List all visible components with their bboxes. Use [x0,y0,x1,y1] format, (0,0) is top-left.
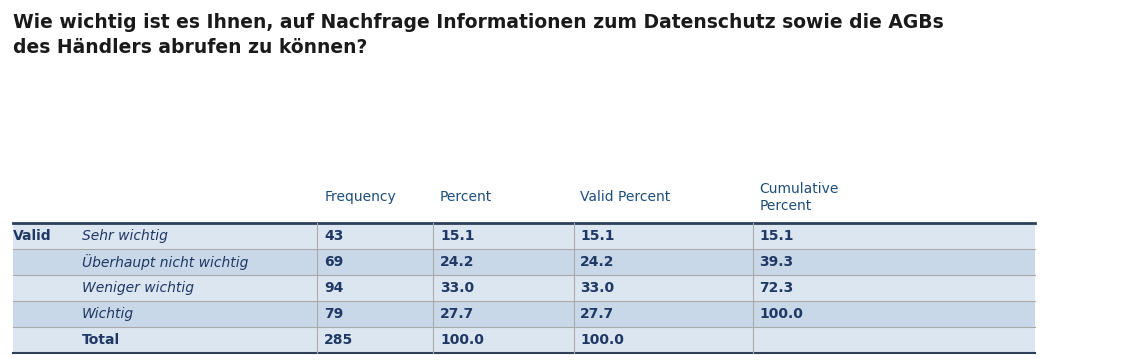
Text: 33.0: 33.0 [440,281,474,295]
Text: 79: 79 [324,307,343,321]
Text: Wie wichtig ist es Ihnen, auf Nachfrage Informationen zum Datenschutz sowie die : Wie wichtig ist es Ihnen, auf Nachfrage … [14,13,944,57]
Text: 100.0: 100.0 [440,333,484,347]
Text: 27.7: 27.7 [580,307,615,321]
Text: Total: Total [82,333,120,347]
FancyBboxPatch shape [14,249,1035,275]
FancyBboxPatch shape [14,327,1035,353]
Text: 285: 285 [324,333,354,347]
Text: 15.1: 15.1 [580,229,615,243]
Text: Valid Percent: Valid Percent [580,190,670,204]
Text: Percent: Percent [440,190,492,204]
FancyBboxPatch shape [14,275,1035,301]
Text: Cumulative
Percent: Cumulative Percent [759,182,839,213]
Text: 69: 69 [324,255,343,269]
Text: Valid: Valid [14,229,52,243]
FancyBboxPatch shape [14,223,1035,249]
Text: 43: 43 [324,229,343,243]
Text: 94: 94 [324,281,343,295]
Text: 100.0: 100.0 [580,333,624,347]
FancyBboxPatch shape [14,301,1035,327]
Text: Sehr wichtig: Sehr wichtig [82,229,168,243]
Text: 15.1: 15.1 [440,229,474,243]
Text: Frequency: Frequency [324,190,396,204]
Text: 72.3: 72.3 [759,281,794,295]
Text: 33.0: 33.0 [580,281,615,295]
Text: 27.7: 27.7 [440,307,474,321]
Text: 100.0: 100.0 [759,307,803,321]
Text: Überhaupt nicht wichtig: Überhaupt nicht wichtig [82,254,248,270]
Text: 39.3: 39.3 [759,255,794,269]
Text: 15.1: 15.1 [759,229,794,243]
Text: Wichtig: Wichtig [82,307,134,321]
Text: 24.2: 24.2 [580,255,615,269]
Text: 24.2: 24.2 [440,255,474,269]
Text: Weniger wichtig: Weniger wichtig [82,281,194,295]
